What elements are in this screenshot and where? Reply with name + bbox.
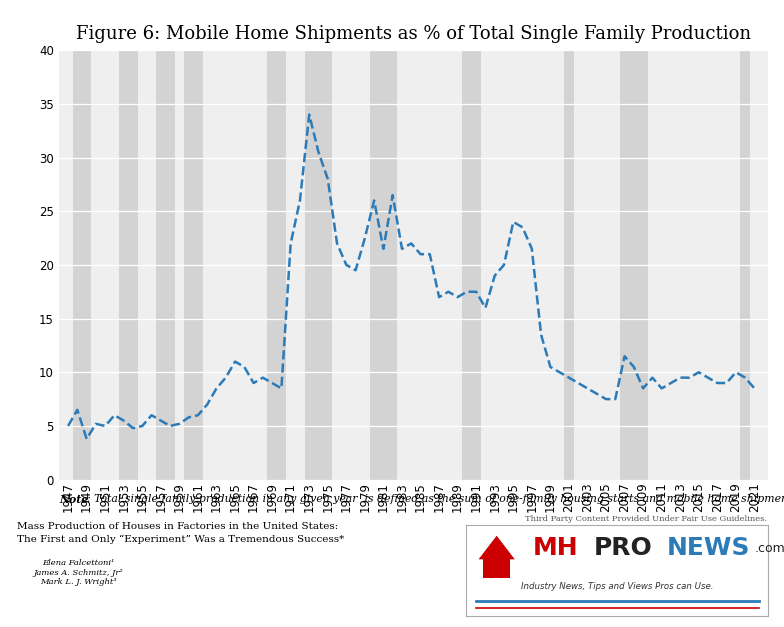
Bar [267, 50, 286, 480]
Bar [184, 50, 202, 480]
Bar [119, 50, 138, 480]
Text: James A. Schmitz, Jr²: James A. Schmitz, Jr² [34, 569, 123, 577]
Text: MH: MH [533, 535, 579, 559]
Text: Note: Note [59, 494, 88, 505]
Text: Mass Production of Houses in Factories in the United States:: Mass Production of Houses in Factories i… [17, 522, 339, 530]
Bar [304, 50, 332, 480]
Text: : Total single family production in any given year  is defined as the sum of one: : Total single family production in any … [87, 494, 784, 504]
Bar [369, 50, 397, 480]
Text: Elena Falcettoni¹: Elena Falcettoni¹ [42, 559, 114, 567]
Text: Industry News, Tips and Views Pros can Use.: Industry News, Tips and Views Pros can U… [521, 582, 713, 591]
Text: .com: .com [755, 542, 784, 555]
Title: Figure 6: Mobile Home Shipments as % of Total Single Family Production: Figure 6: Mobile Home Shipments as % of … [76, 25, 751, 43]
Text: Third Party Content Provided Under Fair Use Guidelines.: Third Party Content Provided Under Fair … [524, 515, 767, 524]
Text: Mark L. J. Wright³: Mark L. J. Wright³ [40, 578, 117, 586]
Bar [564, 50, 574, 480]
Text: PRO: PRO [593, 535, 652, 559]
Bar [483, 557, 510, 577]
Text: The First and Only “Experiment” Was a Tremendous Success*: The First and Only “Experiment” Was a Tr… [17, 534, 344, 544]
Bar [156, 50, 175, 480]
Bar [620, 50, 648, 480]
Bar [741, 50, 750, 480]
Text: NEWS: NEWS [667, 535, 751, 559]
Bar [73, 50, 91, 480]
Polygon shape [478, 535, 515, 559]
Bar [463, 50, 481, 480]
